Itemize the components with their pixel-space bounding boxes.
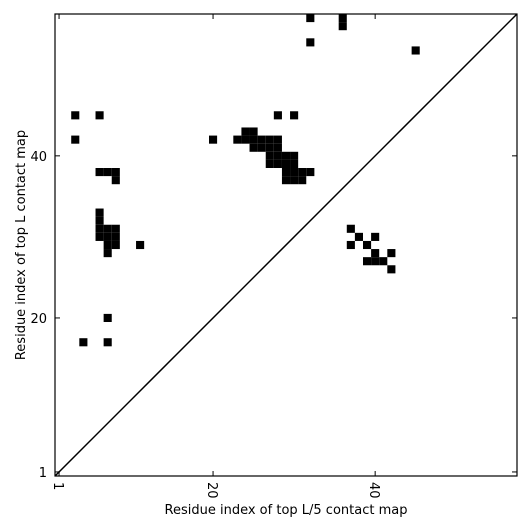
y-axis-label: Residue index of top L contact map <box>14 130 29 360</box>
contact-cell <box>306 38 315 47</box>
contact-cell <box>354 232 363 241</box>
contact-cell <box>273 159 282 168</box>
contact-cell <box>71 111 80 120</box>
contact-cell <box>411 46 420 55</box>
contact-cell <box>111 232 120 241</box>
contact-cell <box>103 240 112 250</box>
contact-cell <box>290 168 299 177</box>
contact-cell <box>338 22 347 31</box>
contact-cell <box>103 168 112 177</box>
diagonal-line <box>54 13 518 477</box>
contact-cell <box>273 151 282 160</box>
contact-cell <box>111 240 120 250</box>
contact-cell <box>95 111 104 120</box>
contact-cell <box>387 265 396 274</box>
contact-cell <box>363 257 372 266</box>
contact-cell <box>281 176 291 185</box>
contact-cell <box>233 135 242 144</box>
contact-cell <box>298 176 307 185</box>
contact-cell <box>371 257 380 266</box>
y-tick-label: 1 <box>39 466 47 481</box>
contact-cell <box>281 159 291 168</box>
contact-cell <box>363 240 372 250</box>
contact-cell <box>103 232 112 241</box>
contact-cell <box>371 249 380 258</box>
contact-cell <box>273 135 282 144</box>
contact-cell <box>95 216 104 225</box>
contact-cell <box>387 249 396 258</box>
contact-cell <box>379 257 388 266</box>
contact-cell <box>306 14 315 23</box>
contact-cell <box>95 208 104 217</box>
contact-cell <box>111 224 120 233</box>
y-tick-label: 40 <box>30 150 47 165</box>
contact-cell <box>290 159 299 168</box>
contact-cell <box>103 338 112 347</box>
contact-cell <box>273 111 282 120</box>
contact-cell <box>346 240 355 250</box>
contact-cell <box>306 168 315 177</box>
x-tick-label: 1 <box>50 482 65 490</box>
contact-cell <box>249 143 258 152</box>
contact-cell <box>111 176 120 185</box>
contact-cell <box>209 135 218 144</box>
contact-cell <box>95 168 104 177</box>
contact-cell <box>136 240 145 250</box>
contact-cell <box>79 338 88 347</box>
x-tick-label: 40 <box>366 482 381 499</box>
contact-cell <box>95 224 104 233</box>
contact-cell <box>346 224 355 233</box>
contact-cell <box>95 232 104 241</box>
contact-cell <box>338 14 347 23</box>
x-tick-label: 20 <box>204 482 219 499</box>
contact-cell <box>273 143 282 152</box>
contact-cell <box>298 168 307 177</box>
contact-cell <box>103 313 112 322</box>
contact-cell <box>290 176 299 185</box>
y-tick-label: 20 <box>30 312 47 327</box>
contact-cell <box>71 135 80 144</box>
contact-cell <box>249 127 258 136</box>
contact-cell <box>265 159 274 168</box>
contact-cell <box>281 151 291 160</box>
contact-cell <box>371 232 380 241</box>
contact-cell <box>290 111 299 120</box>
contact-cell <box>241 135 250 144</box>
contact-cell <box>265 143 274 152</box>
contact-cell <box>103 224 112 233</box>
plot-frame <box>54 13 518 477</box>
contact-cell <box>241 127 250 136</box>
x-axis-label: Residue index of top L/5 contact map <box>165 503 408 518</box>
contact-cell <box>265 135 274 144</box>
contact-cell <box>257 143 266 152</box>
contact-cell <box>281 168 291 177</box>
contact-cell <box>111 168 120 177</box>
contact-cell <box>257 135 266 144</box>
contact-cell <box>290 151 299 160</box>
contact-cell <box>103 249 112 258</box>
contact-cell <box>249 135 258 144</box>
contact-cell <box>265 151 274 160</box>
